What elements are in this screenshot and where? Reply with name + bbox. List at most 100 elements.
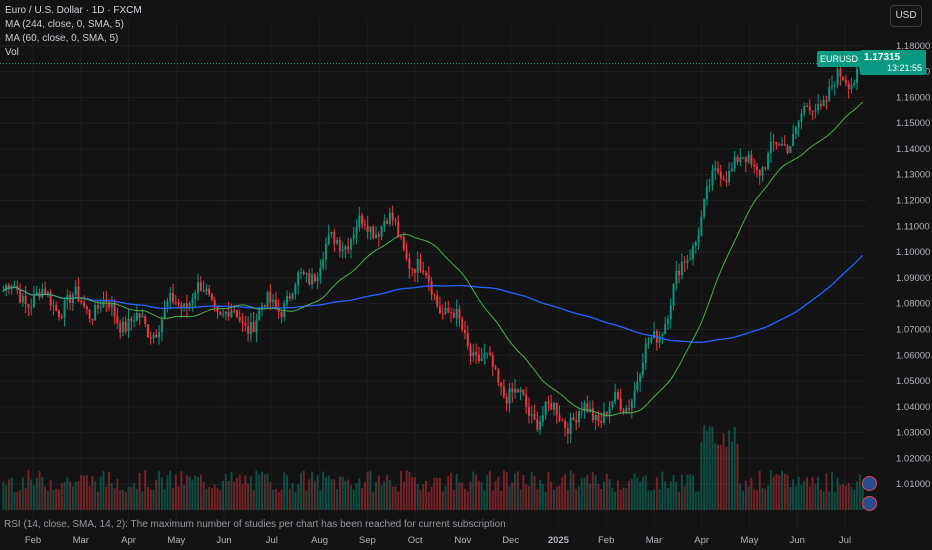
candle-body (427, 275, 430, 282)
volume-bar (383, 481, 386, 510)
volume-bar (814, 484, 817, 510)
volume-bar (280, 489, 283, 510)
volume-bar (133, 483, 136, 510)
candle-body (185, 303, 188, 308)
x-tick-label: 2025 (548, 535, 570, 546)
volume-bar (842, 483, 845, 510)
volume-bar (77, 481, 80, 510)
candle-body (705, 186, 708, 200)
volume-bar (853, 489, 856, 510)
candle-body (394, 220, 397, 222)
candle-body (361, 215, 364, 225)
x-tick-label: Sep (359, 535, 376, 546)
volume-bar (358, 478, 361, 510)
volume-bar (108, 472, 111, 510)
candle-body (96, 304, 99, 309)
volume-bar (63, 481, 66, 510)
candle-body (572, 417, 575, 421)
candle-body (792, 133, 795, 147)
candle-body (116, 316, 119, 324)
candle-body (88, 309, 91, 319)
candle-body (767, 152, 770, 169)
candle-body (383, 220, 386, 227)
candle-body (483, 353, 486, 358)
symbol-tag: EURUSD (816, 51, 861, 67)
candle-body (491, 354, 494, 368)
candle-body (372, 226, 375, 239)
volume-bar (85, 475, 88, 510)
volume-bar (324, 477, 327, 510)
candle-body (808, 106, 811, 111)
candle-body (19, 289, 22, 303)
volume-bar (411, 477, 414, 510)
globe-icon[interactable] (862, 476, 877, 491)
candle-body (249, 322, 252, 335)
ma244-legend[interactable]: MA (244, close, 0, SMA, 5) (5, 19, 124, 30)
candle-body (63, 300, 66, 318)
candle-body (755, 166, 758, 170)
volume-bar (183, 485, 186, 510)
candle-body (630, 400, 633, 409)
y-tick-label: 1.06000 (896, 350, 930, 361)
candle-body (514, 388, 517, 393)
volume-bar (586, 474, 589, 510)
candle-body (839, 68, 842, 77)
candle-body (99, 307, 102, 309)
volume-bar (786, 474, 789, 510)
volume-bar (380, 485, 383, 510)
candle-body (494, 367, 497, 369)
candle-body (472, 352, 475, 357)
volume-bar (83, 475, 86, 510)
candle-body (163, 307, 166, 320)
candle-body (578, 411, 580, 423)
candle-body (778, 144, 781, 146)
vol-legend[interactable]: Vol (5, 47, 19, 58)
volume-bar (283, 472, 286, 510)
candle-body (258, 309, 261, 321)
volume-bar (739, 483, 742, 510)
candle-body (158, 332, 161, 338)
volume-bar (194, 475, 197, 510)
ma60-legend[interactable]: MA (60, close, 0, SMA, 5) (5, 33, 119, 44)
volume-bar (160, 477, 163, 510)
x-tick-label: Oct (408, 535, 423, 546)
candle-body (647, 342, 650, 344)
candle-body (411, 268, 414, 270)
volume-bars (2, 425, 864, 510)
volume-bar (155, 479, 158, 510)
currency-button[interactable]: USD (890, 5, 922, 27)
candle-body (580, 410, 583, 412)
candle-body (566, 428, 569, 434)
volume-bar (797, 476, 800, 510)
volume-bar (316, 475, 319, 510)
volume-bar (583, 477, 586, 510)
volume-bar (502, 470, 505, 510)
y-tick-label: 1.03000 (896, 428, 930, 439)
volume-bar (96, 491, 99, 510)
candle-body (433, 294, 436, 296)
volume-bar (166, 475, 169, 510)
candle-body (366, 225, 369, 232)
volume-bar (208, 486, 211, 510)
candle-body (338, 240, 341, 251)
volume-bar (352, 489, 355, 510)
volume-bar (222, 480, 225, 510)
candle-body (847, 83, 850, 90)
candle-body (7, 285, 10, 289)
candle-body (825, 100, 828, 102)
volume-bar (650, 490, 653, 510)
candle-body (369, 226, 372, 232)
volume-bar (589, 483, 592, 510)
candle-body (110, 303, 113, 308)
globe-icon-2[interactable] (862, 496, 877, 511)
volume-bar (828, 491, 831, 510)
candle-body (238, 316, 241, 321)
candle-body (780, 143, 783, 146)
candle-body (2, 290, 5, 292)
candle-body (352, 234, 355, 240)
volume-bar (561, 477, 564, 510)
volume-bar (505, 472, 508, 510)
indicator-icons[interactable] (862, 476, 877, 516)
candle-body (564, 421, 567, 429)
